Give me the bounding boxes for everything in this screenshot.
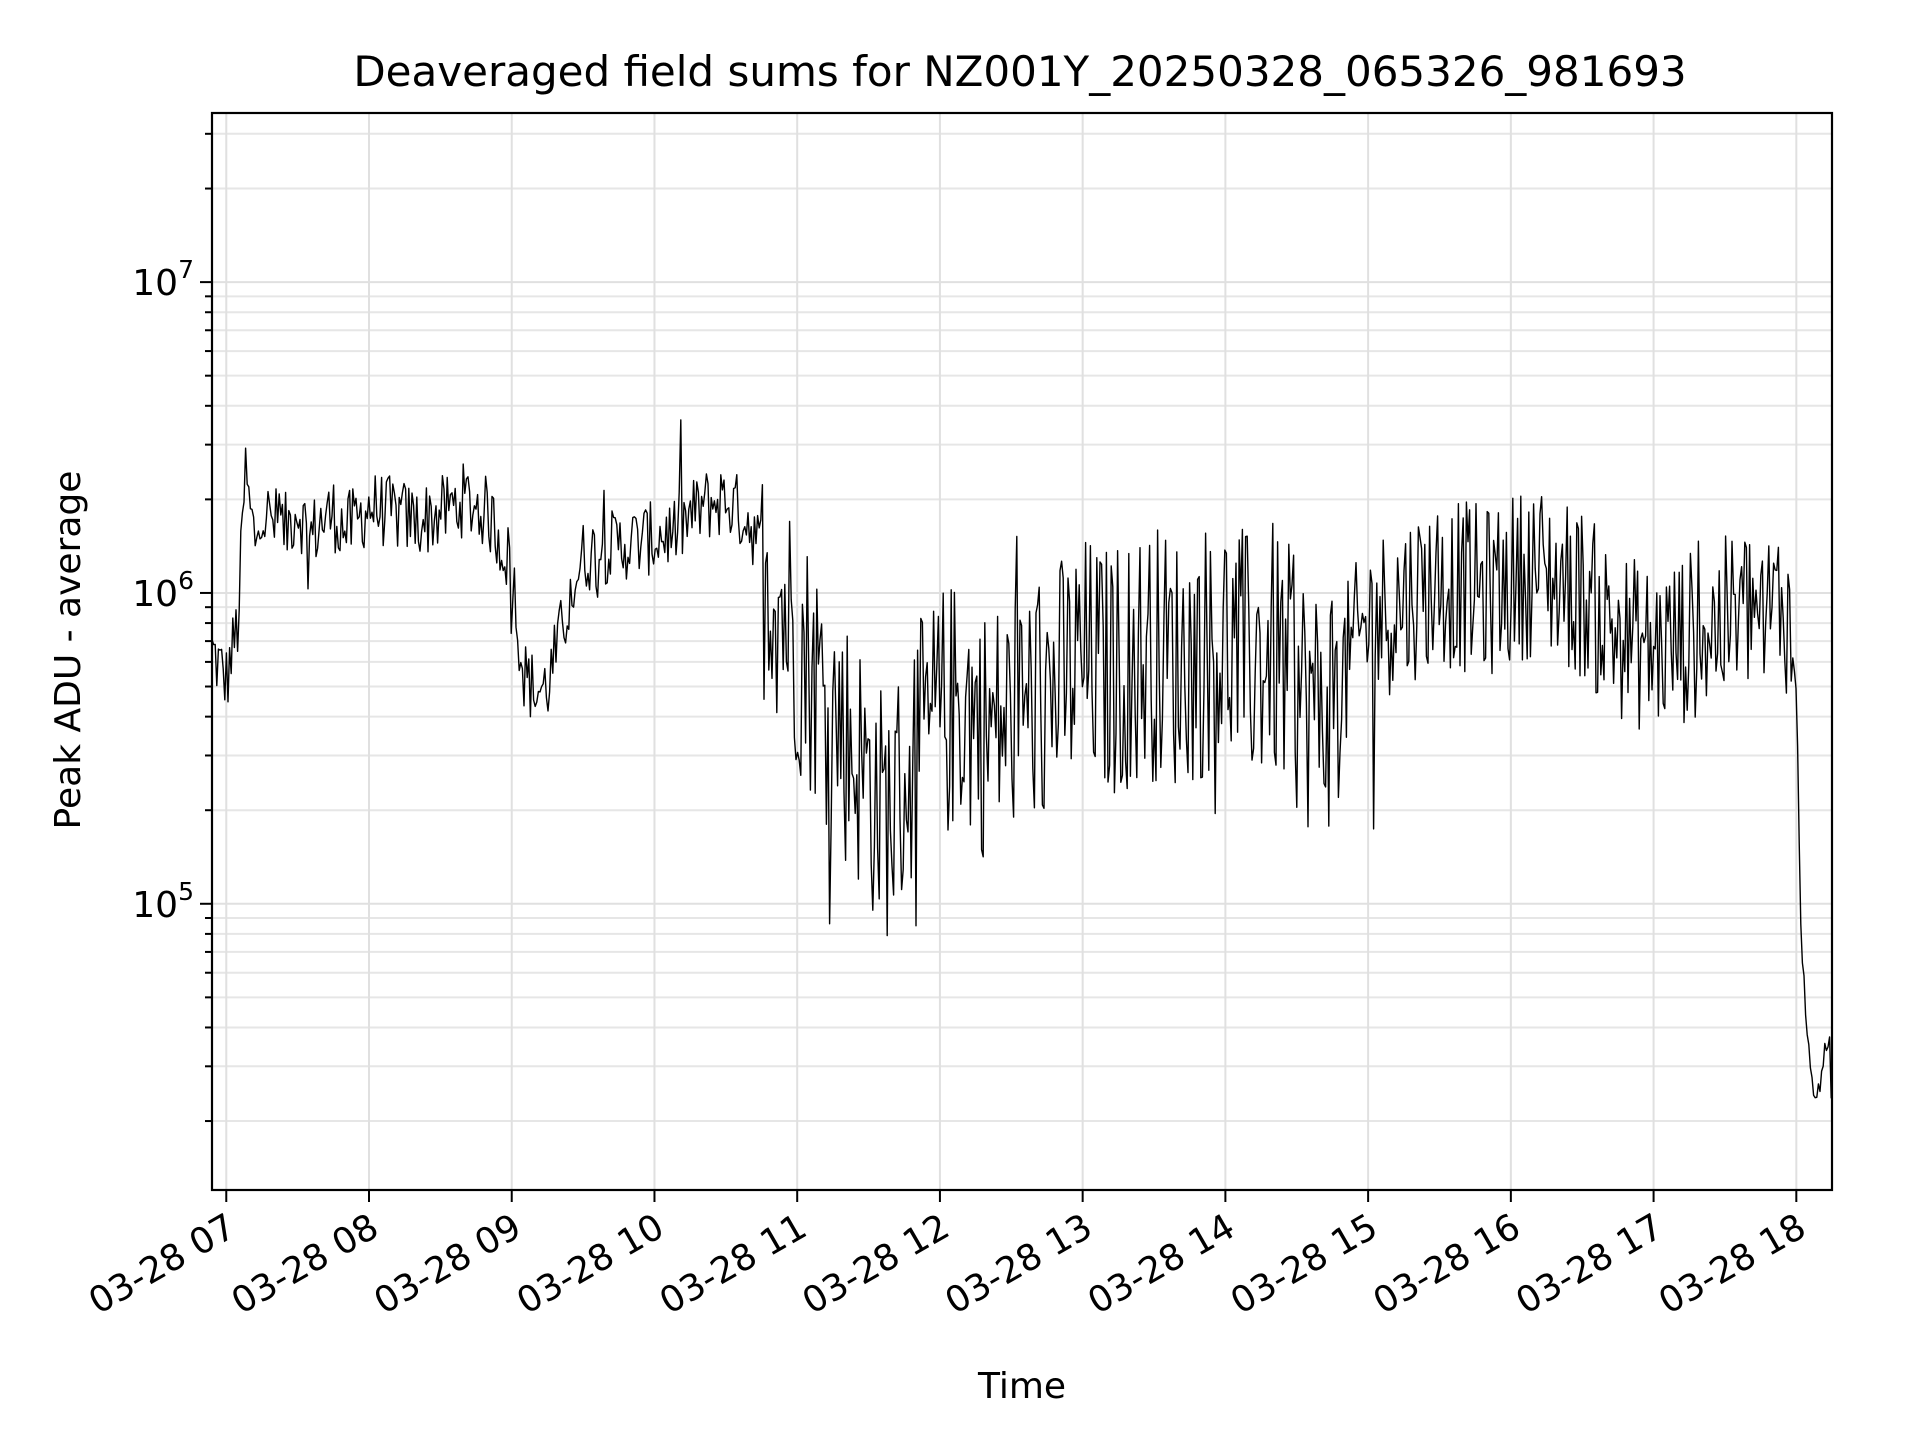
x-tick-label: 03-28 15 (1224, 1206, 1385, 1322)
series-line (211, 419, 1832, 1099)
y-tick-label: 106 (132, 566, 194, 615)
x-tick-label: 03-28 10 (510, 1206, 671, 1322)
x-tick-label: 03-28 11 (653, 1206, 814, 1322)
x-tick-label: 03-28 09 (368, 1206, 529, 1322)
x-tick-label: 03-28 08 (225, 1206, 386, 1322)
y-axis-label: Peak ADU - average (48, 471, 89, 830)
y-tick-label: 107 (132, 255, 194, 304)
plot-frame (210, 111, 1834, 1192)
y-tick-label: 105 (132, 877, 194, 926)
x-axis-label: Time (977, 1366, 1066, 1407)
x-tick-label: 03-28 17 (1509, 1206, 1670, 1322)
x-tick-label: 03-28 13 (938, 1206, 1099, 1322)
y-axis: 105 106 107 (132, 132, 212, 1123)
x-tick-label: 03-28 12 (796, 1206, 957, 1322)
x-tick-label: 03-28 14 (1081, 1206, 1242, 1322)
x-tick-label: 03-28 16 (1367, 1206, 1528, 1322)
x-tick-label: 03-28 18 (1652, 1206, 1813, 1322)
chart-title: Deaveraged field sums for NZ001Y_2025032… (353, 47, 1686, 96)
x-tick-label: 03-28 07 (82, 1206, 243, 1322)
